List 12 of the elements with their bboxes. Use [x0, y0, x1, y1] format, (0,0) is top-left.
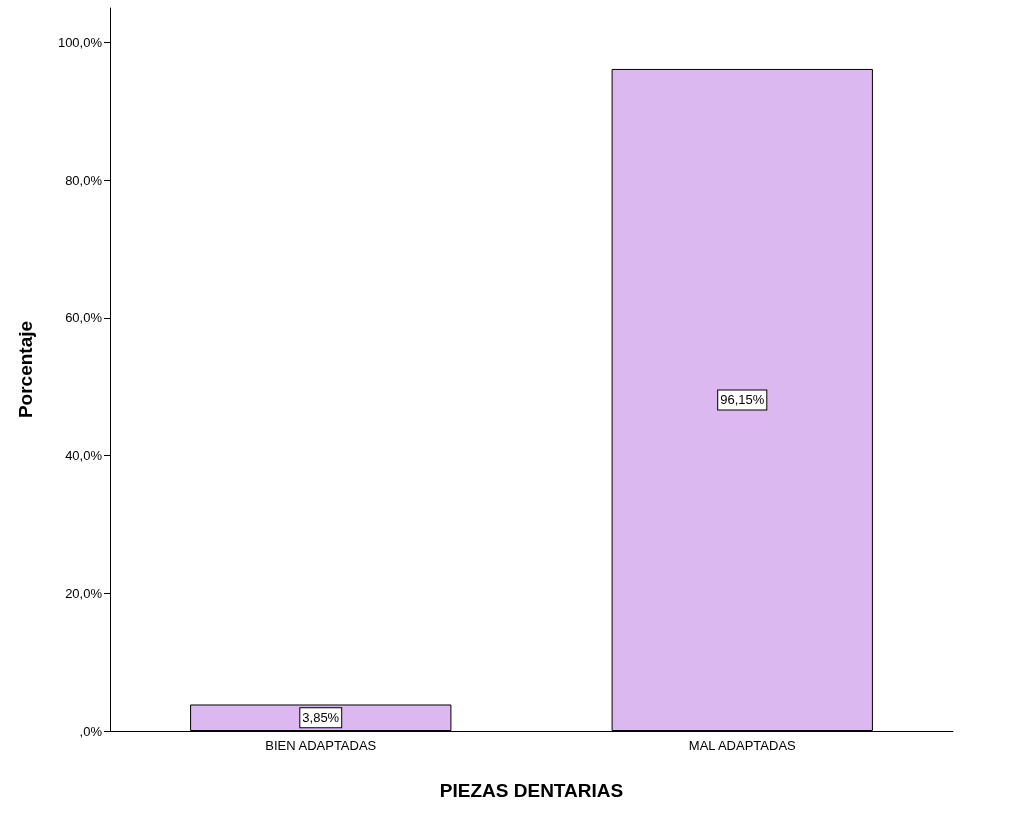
data-label: 96,15%: [720, 392, 765, 408]
x-tick-label: BIEN ADAPTADAS: [265, 738, 377, 753]
y-tick-label: 60,0%: [65, 310, 103, 326]
y-tick-label: ,0%: [79, 723, 103, 739]
y-tick-label: 80,0%: [65, 172, 103, 188]
x-axis-title: PIEZAS DENTARIAS: [439, 780, 624, 801]
y-axis-title: Porcentaje: [15, 320, 36, 419]
y-tick-label: 100,0%: [57, 34, 103, 50]
y-tick-label: 20,0%: [65, 585, 103, 601]
y-tick-label: 40,0%: [65, 448, 103, 464]
data-label: 3,85%: [302, 710, 340, 726]
x-tick-label: MAL ADAPTADAS: [688, 738, 797, 753]
